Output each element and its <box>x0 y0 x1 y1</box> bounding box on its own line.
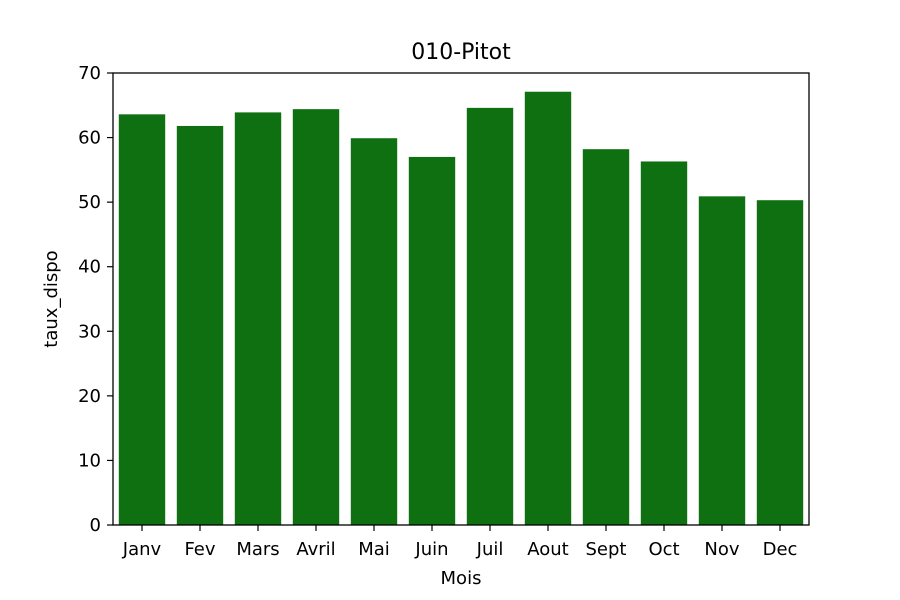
x-tick-label: Juin <box>414 539 448 560</box>
y-tick-label: 70 <box>78 63 101 84</box>
bar-nov <box>698 196 746 525</box>
x-tick-label: Dec <box>763 539 798 560</box>
y-tick-label: 0 <box>90 515 101 536</box>
y-tick-label: 40 <box>78 257 101 278</box>
bar-mars <box>234 112 282 525</box>
x-tick-label: Fev <box>184 539 215 560</box>
x-tick-label: Aout <box>527 539 568 560</box>
bars-group <box>118 91 804 526</box>
y-axis: 0 10 20 30 40 50 60 70 <box>78 63 113 536</box>
plot-frame <box>112 72 810 526</box>
x-tick-label: Mai <box>358 539 390 560</box>
x-axis-label: Mois <box>441 568 482 589</box>
x-tick-label: Mars <box>236 539 279 560</box>
y-tick-label: 30 <box>78 321 101 342</box>
bar-mai <box>350 138 398 525</box>
x-axis: Janv Fev Mars Avril Mai Juin Juil Aout Sept Oct No… <box>122 525 798 560</box>
y-tick-label: 50 <box>78 192 101 213</box>
bar-sept <box>582 149 630 525</box>
x-tick-label: Sept <box>586 539 627 560</box>
x-tick-label: Oct <box>648 539 679 560</box>
bar-aout <box>524 91 572 525</box>
bar-juil <box>466 107 514 526</box>
bar-avril <box>292 109 340 525</box>
x-tick-label: Nov <box>704 539 739 560</box>
bar-dec <box>756 200 804 525</box>
y-axis-label: taux_dispo <box>41 250 62 347</box>
bar-janv <box>118 114 166 525</box>
bar-juin <box>408 156 456 525</box>
x-tick-label: Janv <box>122 539 162 560</box>
bar-oct <box>640 161 688 525</box>
y-tick-label: 10 <box>78 450 101 471</box>
y-tick-label: 20 <box>78 386 101 407</box>
x-tick-label: Avril <box>296 539 335 560</box>
bar-fev <box>176 125 224 525</box>
y-tick-label: 60 <box>78 128 101 149</box>
chart-title: 010-Pitot <box>411 40 511 65</box>
x-tick-label: Juil <box>476 539 504 560</box>
